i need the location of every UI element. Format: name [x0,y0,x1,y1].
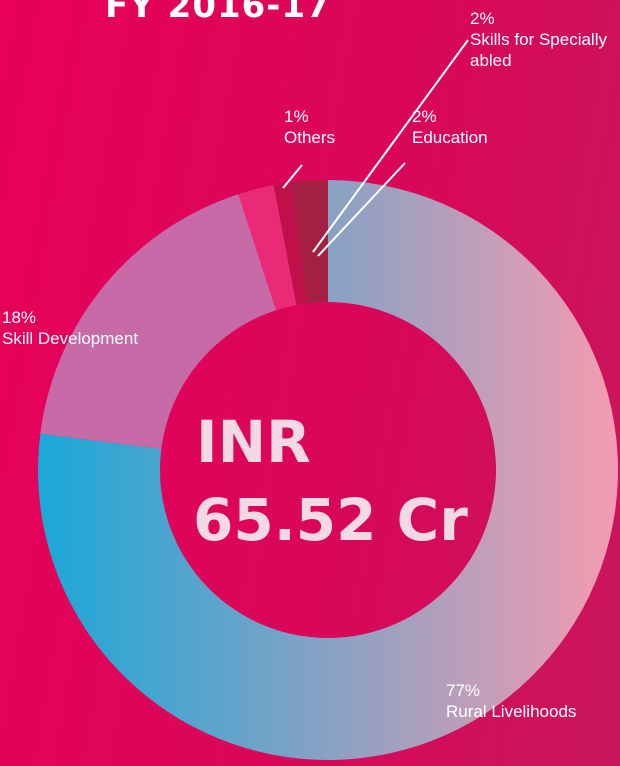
donut-segment [40,194,277,449]
category-label: Others [284,128,336,147]
chart-title: FY 2016-17 [105,0,331,26]
value-label: 18% [2,308,37,327]
donut-segment [273,182,307,305]
segment-label: 77% Rural Livelihoods [446,680,616,722]
donut-segment [291,180,328,304]
segment-label: 2% Skills for Specially abled [470,8,620,71]
leader-line [312,39,469,253]
value-label: 2% [412,107,437,126]
category-label: Skill Development [2,329,139,348]
donut-segment [37,180,619,760]
segment-label: 2% Education [412,106,532,148]
leader-line [317,162,406,257]
value-label: 77% [446,681,481,700]
leader-line [282,164,303,189]
center-text: INR [196,408,311,476]
category-label: Skills for Specially abled [470,30,607,70]
center-text: 65.52 Cr [193,486,468,554]
value-label: 2% [470,9,495,28]
category-label: Rural Livelihoods [446,702,577,721]
value-label: 1% [284,107,309,126]
segment-label: 18% Skill Development [2,307,202,349]
segment-label: 1% Others [284,106,364,148]
category-label: Education [412,128,488,147]
donut-segment [238,185,297,311]
